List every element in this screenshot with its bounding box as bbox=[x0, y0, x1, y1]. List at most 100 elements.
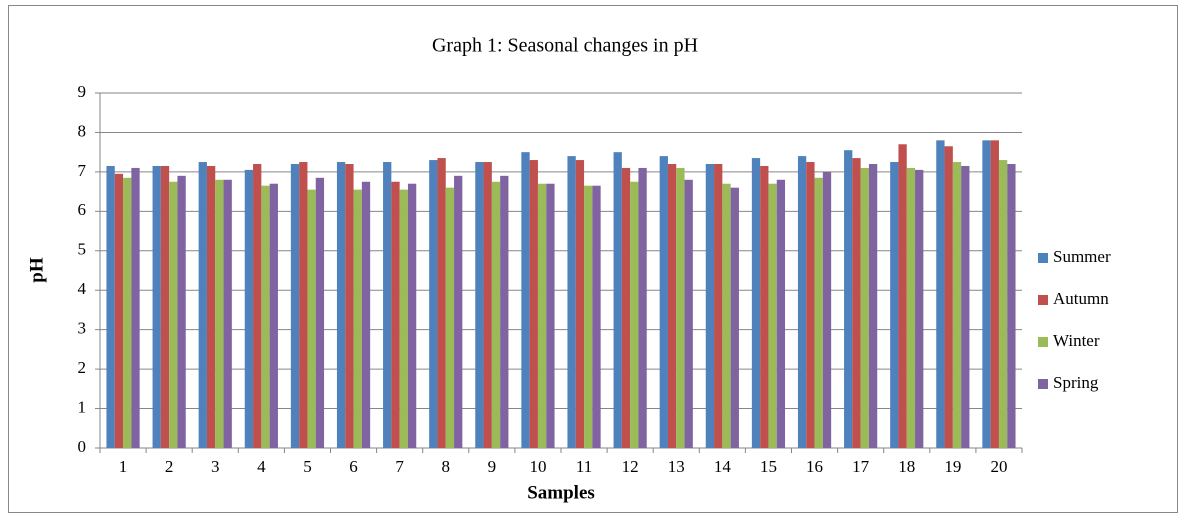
bar bbox=[261, 185, 270, 448]
bar bbox=[936, 140, 945, 449]
bar bbox=[868, 164, 878, 448]
bar bbox=[475, 162, 484, 448]
bar bbox=[667, 164, 677, 448]
bar bbox=[638, 167, 647, 448]
bar bbox=[336, 162, 346, 448]
bar bbox=[806, 162, 815, 448]
x-tick-label: 18 bbox=[898, 457, 915, 476]
x-tick-label: 13 bbox=[668, 457, 685, 476]
bar bbox=[1007, 164, 1016, 448]
bar bbox=[621, 167, 631, 448]
y-tick-label: 7 bbox=[78, 161, 87, 180]
bar bbox=[613, 152, 622, 448]
bar bbox=[898, 144, 907, 448]
y-axis-label: pH bbox=[26, 257, 47, 283]
y-tick-label: 8 bbox=[78, 121, 87, 140]
bar bbox=[990, 140, 999, 449]
x-tick-label: 3 bbox=[211, 457, 220, 476]
bar bbox=[269, 183, 278, 448]
bar bbox=[454, 175, 463, 449]
bar bbox=[383, 162, 392, 448]
bar bbox=[814, 177, 823, 449]
x-tick-label: 19 bbox=[944, 457, 961, 476]
bar bbox=[315, 177, 325, 449]
bar bbox=[345, 164, 354, 448]
legend-label: Winter bbox=[1053, 331, 1100, 350]
bar bbox=[592, 185, 601, 448]
bar bbox=[567, 156, 576, 448]
bar bbox=[529, 160, 538, 449]
legend-swatch bbox=[1038, 337, 1048, 347]
bar bbox=[215, 179, 224, 448]
bar bbox=[714, 164, 723, 448]
bar bbox=[253, 164, 262, 448]
legend-swatch bbox=[1038, 295, 1048, 305]
bar bbox=[223, 179, 232, 448]
bar bbox=[676, 167, 685, 448]
bar bbox=[982, 140, 991, 449]
bar bbox=[730, 187, 739, 448]
bar bbox=[399, 189, 408, 448]
x-tick-label: 2 bbox=[165, 457, 174, 476]
bar bbox=[705, 164, 715, 448]
chart-title: Graph 1: Seasonal changes in pH bbox=[432, 35, 698, 57]
bar bbox=[998, 160, 1008, 449]
bar bbox=[952, 162, 962, 448]
bar bbox=[944, 146, 953, 448]
x-tick-label: 10 bbox=[529, 457, 546, 476]
bar bbox=[391, 181, 400, 448]
bar bbox=[353, 189, 362, 448]
x-tick-label: 7 bbox=[395, 457, 404, 476]
bar bbox=[500, 175, 509, 449]
bar bbox=[131, 167, 140, 448]
x-tick-label: 16 bbox=[806, 457, 823, 476]
x-tick-label: 17 bbox=[852, 457, 870, 476]
bar bbox=[915, 169, 924, 448]
bar bbox=[760, 165, 769, 448]
x-tick-label: 1 bbox=[119, 457, 128, 476]
bar bbox=[546, 183, 555, 448]
y-tick-label: 4 bbox=[78, 279, 87, 298]
y-tick-label: 0 bbox=[78, 437, 87, 456]
bar bbox=[152, 165, 161, 448]
x-axis-label: Samples bbox=[527, 482, 595, 503]
bar bbox=[290, 164, 300, 448]
x-tick-label: 5 bbox=[303, 457, 312, 476]
bar bbox=[575, 160, 585, 449]
bar bbox=[114, 173, 124, 448]
bar bbox=[659, 156, 668, 448]
bar bbox=[483, 162, 492, 448]
bar bbox=[198, 162, 207, 448]
legend-swatch bbox=[1038, 253, 1048, 263]
x-tick-label: 9 bbox=[488, 457, 497, 476]
bar bbox=[822, 171, 832, 448]
legend-label: Autumn bbox=[1053, 289, 1109, 308]
bar bbox=[160, 165, 170, 448]
legend-label: Spring bbox=[1053, 373, 1099, 392]
x-tick-label: 6 bbox=[349, 457, 358, 476]
bar bbox=[123, 177, 132, 449]
y-tick-label: 5 bbox=[78, 240, 87, 259]
bar bbox=[537, 183, 547, 448]
bar bbox=[906, 167, 916, 448]
x-tick-label: 20 bbox=[990, 457, 1007, 476]
x-tick-label: 8 bbox=[442, 457, 451, 476]
bar bbox=[852, 158, 861, 449]
bar bbox=[521, 152, 530, 448]
bar bbox=[169, 181, 178, 448]
bar bbox=[844, 150, 853, 448]
y-tick-label: 3 bbox=[78, 319, 87, 338]
x-tick-label: 11 bbox=[576, 457, 592, 476]
bar bbox=[307, 189, 316, 448]
bar bbox=[429, 160, 438, 449]
bar bbox=[768, 183, 777, 448]
bar bbox=[890, 162, 899, 448]
x-tick-label: 4 bbox=[257, 457, 266, 476]
bar bbox=[684, 179, 693, 448]
y-tick-label: 6 bbox=[78, 200, 87, 219]
y-tick-label: 2 bbox=[78, 358, 87, 377]
bar bbox=[361, 181, 371, 448]
bar bbox=[751, 158, 761, 449]
legend-label: Summer bbox=[1053, 247, 1111, 266]
